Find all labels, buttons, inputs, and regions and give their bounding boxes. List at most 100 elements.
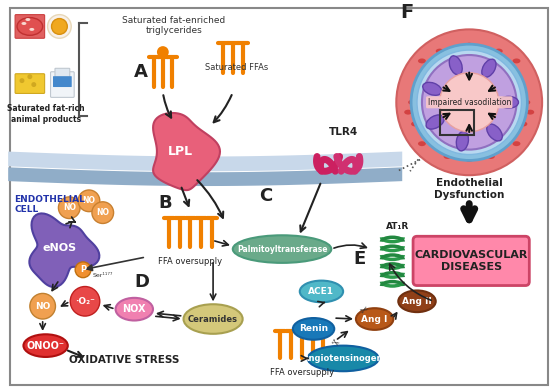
Ellipse shape <box>418 58 426 63</box>
Text: ENDOTHELIAL
CELL: ENDOTHELIAL CELL <box>14 195 85 214</box>
Text: ✂: ✂ <box>329 336 341 349</box>
Ellipse shape <box>487 124 502 141</box>
Ellipse shape <box>116 298 153 320</box>
Ellipse shape <box>233 235 331 263</box>
Text: B: B <box>158 194 172 212</box>
Text: Renin: Renin <box>299 324 328 333</box>
Ellipse shape <box>482 59 496 77</box>
Text: NO: NO <box>96 208 109 217</box>
Text: C: C <box>260 187 273 205</box>
Ellipse shape <box>439 73 499 132</box>
Text: CARDIOVASCULAR
DISEASES: CARDIOVASCULAR DISEASES <box>415 250 528 272</box>
Text: Endothelial
Dysfunction: Endothelial Dysfunction <box>434 178 504 200</box>
Ellipse shape <box>456 131 469 151</box>
Text: TLR4: TLR4 <box>328 127 358 137</box>
Text: A: A <box>134 63 148 80</box>
Text: Impaired vasodilation: Impaired vasodilation <box>427 98 511 107</box>
Ellipse shape <box>408 100 416 105</box>
Text: ✂: ✂ <box>358 303 370 315</box>
Text: NO: NO <box>82 196 96 205</box>
Text: Saturated FFAs: Saturated FFAs <box>205 63 268 72</box>
Text: OXIDATIVE STRESS: OXIDATIVE STRESS <box>69 355 180 365</box>
Ellipse shape <box>397 29 542 175</box>
Ellipse shape <box>418 141 426 146</box>
Ellipse shape <box>307 346 378 371</box>
FancyBboxPatch shape <box>15 74 45 93</box>
Ellipse shape <box>436 49 444 53</box>
FancyBboxPatch shape <box>10 8 548 385</box>
Text: P: P <box>80 265 86 274</box>
Text: ONOO⁻: ONOO⁻ <box>26 341 64 351</box>
FancyBboxPatch shape <box>55 68 70 77</box>
Text: Ang I: Ang I <box>361 315 388 324</box>
Ellipse shape <box>519 122 527 127</box>
Text: ACE1: ACE1 <box>309 287 334 296</box>
Ellipse shape <box>423 82 442 95</box>
Ellipse shape <box>48 15 72 38</box>
Text: Ang II: Ang II <box>402 297 432 306</box>
Text: Ser¹¹⁷⁷: Ser¹¹⁷⁷ <box>93 273 113 278</box>
Text: FFA oversupply: FFA oversupply <box>270 368 334 377</box>
Ellipse shape <box>513 141 520 146</box>
Ellipse shape <box>404 110 412 115</box>
Ellipse shape <box>495 49 503 53</box>
Circle shape <box>70 286 100 316</box>
Text: ·O₂⁻: ·O₂⁻ <box>75 297 95 306</box>
Circle shape <box>30 293 56 319</box>
Text: Palmitoyltransferase: Palmitoyltransferase <box>237 245 327 253</box>
Ellipse shape <box>411 122 419 127</box>
Ellipse shape <box>184 304 243 334</box>
Ellipse shape <box>513 58 520 63</box>
Ellipse shape <box>300 281 343 302</box>
Text: Angiotensinogen: Angiotensinogen <box>303 354 383 363</box>
Text: Saturated fat-rich
animal products: Saturated fat-rich animal products <box>7 104 85 124</box>
Ellipse shape <box>465 43 473 48</box>
Ellipse shape <box>417 50 521 154</box>
Text: LPL: LPL <box>168 145 193 158</box>
Ellipse shape <box>25 18 30 21</box>
Text: Ceramides: Ceramides <box>188 315 238 324</box>
Circle shape <box>31 82 36 87</box>
Text: NO: NO <box>63 203 76 212</box>
Ellipse shape <box>293 318 334 340</box>
Ellipse shape <box>449 56 462 75</box>
Ellipse shape <box>17 17 43 35</box>
Ellipse shape <box>526 110 534 115</box>
Circle shape <box>28 74 32 79</box>
Ellipse shape <box>444 154 452 159</box>
Text: NO: NO <box>35 302 51 311</box>
Text: NOX: NOX <box>123 304 146 314</box>
Ellipse shape <box>24 334 68 357</box>
Polygon shape <box>8 152 402 171</box>
Ellipse shape <box>356 308 393 330</box>
Circle shape <box>75 262 91 277</box>
Text: E: E <box>353 250 365 268</box>
Text: FFA oversupply: FFA oversupply <box>158 257 223 266</box>
Ellipse shape <box>426 115 444 129</box>
Ellipse shape <box>21 22 26 25</box>
Text: AT₁R: AT₁R <box>386 222 409 231</box>
Circle shape <box>58 197 80 219</box>
Circle shape <box>19 78 24 83</box>
Text: eNOS: eNOS <box>42 243 76 253</box>
Ellipse shape <box>411 44 527 161</box>
Circle shape <box>157 46 169 58</box>
Text: Saturated fat-enriched
triglycerides: Saturated fat-enriched triglycerides <box>122 15 226 35</box>
Ellipse shape <box>422 55 516 150</box>
Polygon shape <box>29 213 100 287</box>
Text: F: F <box>400 3 414 22</box>
Ellipse shape <box>398 291 436 312</box>
Circle shape <box>52 19 67 34</box>
FancyBboxPatch shape <box>53 76 72 87</box>
FancyBboxPatch shape <box>413 236 529 286</box>
FancyBboxPatch shape <box>51 72 74 98</box>
Circle shape <box>78 190 100 212</box>
Ellipse shape <box>465 157 473 162</box>
Ellipse shape <box>499 96 519 108</box>
Circle shape <box>92 202 114 223</box>
Polygon shape <box>153 113 220 190</box>
Polygon shape <box>8 167 402 186</box>
Ellipse shape <box>487 154 495 159</box>
Ellipse shape <box>522 100 530 105</box>
FancyBboxPatch shape <box>15 15 45 38</box>
